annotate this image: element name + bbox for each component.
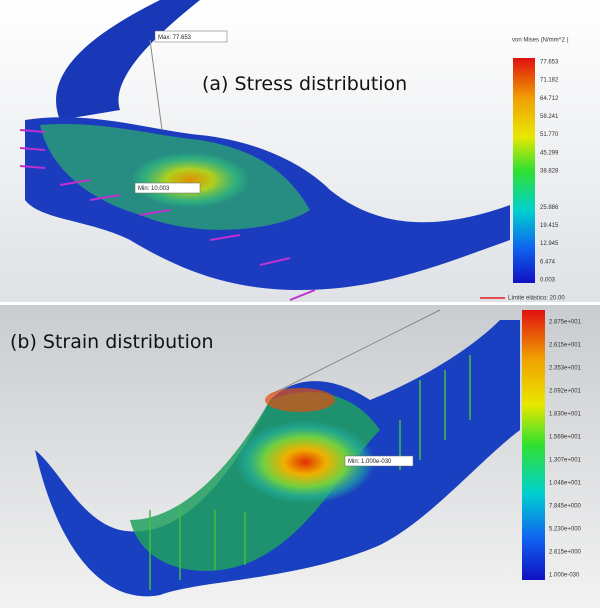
colorbar (513, 58, 535, 283)
legend-tick-label: 51.770 (540, 132, 559, 138)
legend-tick-label: 5.230e+000 (549, 527, 582, 533)
legend-tick-label: 0.003 (540, 278, 556, 284)
max-label: Max: 77.653 (158, 35, 192, 41)
caption: (a) Stress distribution (202, 73, 407, 95)
yield-label: Límite elástico: 20.00 (508, 296, 565, 302)
legend-tick-label: 1.307e+001 (549, 458, 582, 464)
legend-tick-label: 2.875e+001 (549, 320, 582, 326)
legend-tick-label: 2.615e+000 (549, 550, 582, 556)
legend-tick-label: 7.845e+000 (549, 504, 582, 510)
figure: Max: 77.653 Min: 10.003 (a) Stress distr… (0, 0, 600, 608)
min-label: Min: 10.003 (138, 186, 170, 192)
legend-tick-label: 2.353e+001 (549, 366, 582, 372)
strain-edge (265, 388, 335, 412)
legend-tick-label: 1.830e+001 (549, 412, 582, 418)
min-label: Min: 1.000e-030 (348, 459, 392, 465)
legend-tick-label: 64.712 (540, 96, 559, 102)
legend-tick-label: 12.945 (540, 241, 559, 247)
colorbar (522, 310, 545, 580)
legend-tick-label: 1.000e-030 (549, 573, 580, 579)
stress-hotspot (130, 152, 250, 208)
caption: (b) Strain distribution (10, 331, 214, 353)
legend-tick-label: 6.474 (540, 259, 556, 265)
legend-tick-label: 1.046e+001 (549, 481, 582, 487)
legend-title: von Mises (N/mm^2 ( (512, 38, 569, 44)
legend-tick-label: 1.569e+001 (549, 435, 582, 441)
legend-tick-label: 58.241 (540, 114, 559, 120)
legend-tick-label: 45.299 (540, 150, 559, 156)
legend-tick-label: 2.092e+001 (549, 389, 582, 395)
page: Max: 77.653 Min: 10.003 (a) Stress distr… (0, 0, 600, 608)
legend-tick-label: 38.828 (540, 169, 559, 175)
legend-tick-label: 77.653 (540, 60, 559, 66)
legend-tick-label: 2.615e+001 (549, 343, 582, 349)
legend-tick-label: 25.886 (540, 205, 559, 211)
legend-tick-label: 19.415 (540, 223, 559, 229)
legend-tick-label: 71.182 (540, 78, 559, 84)
